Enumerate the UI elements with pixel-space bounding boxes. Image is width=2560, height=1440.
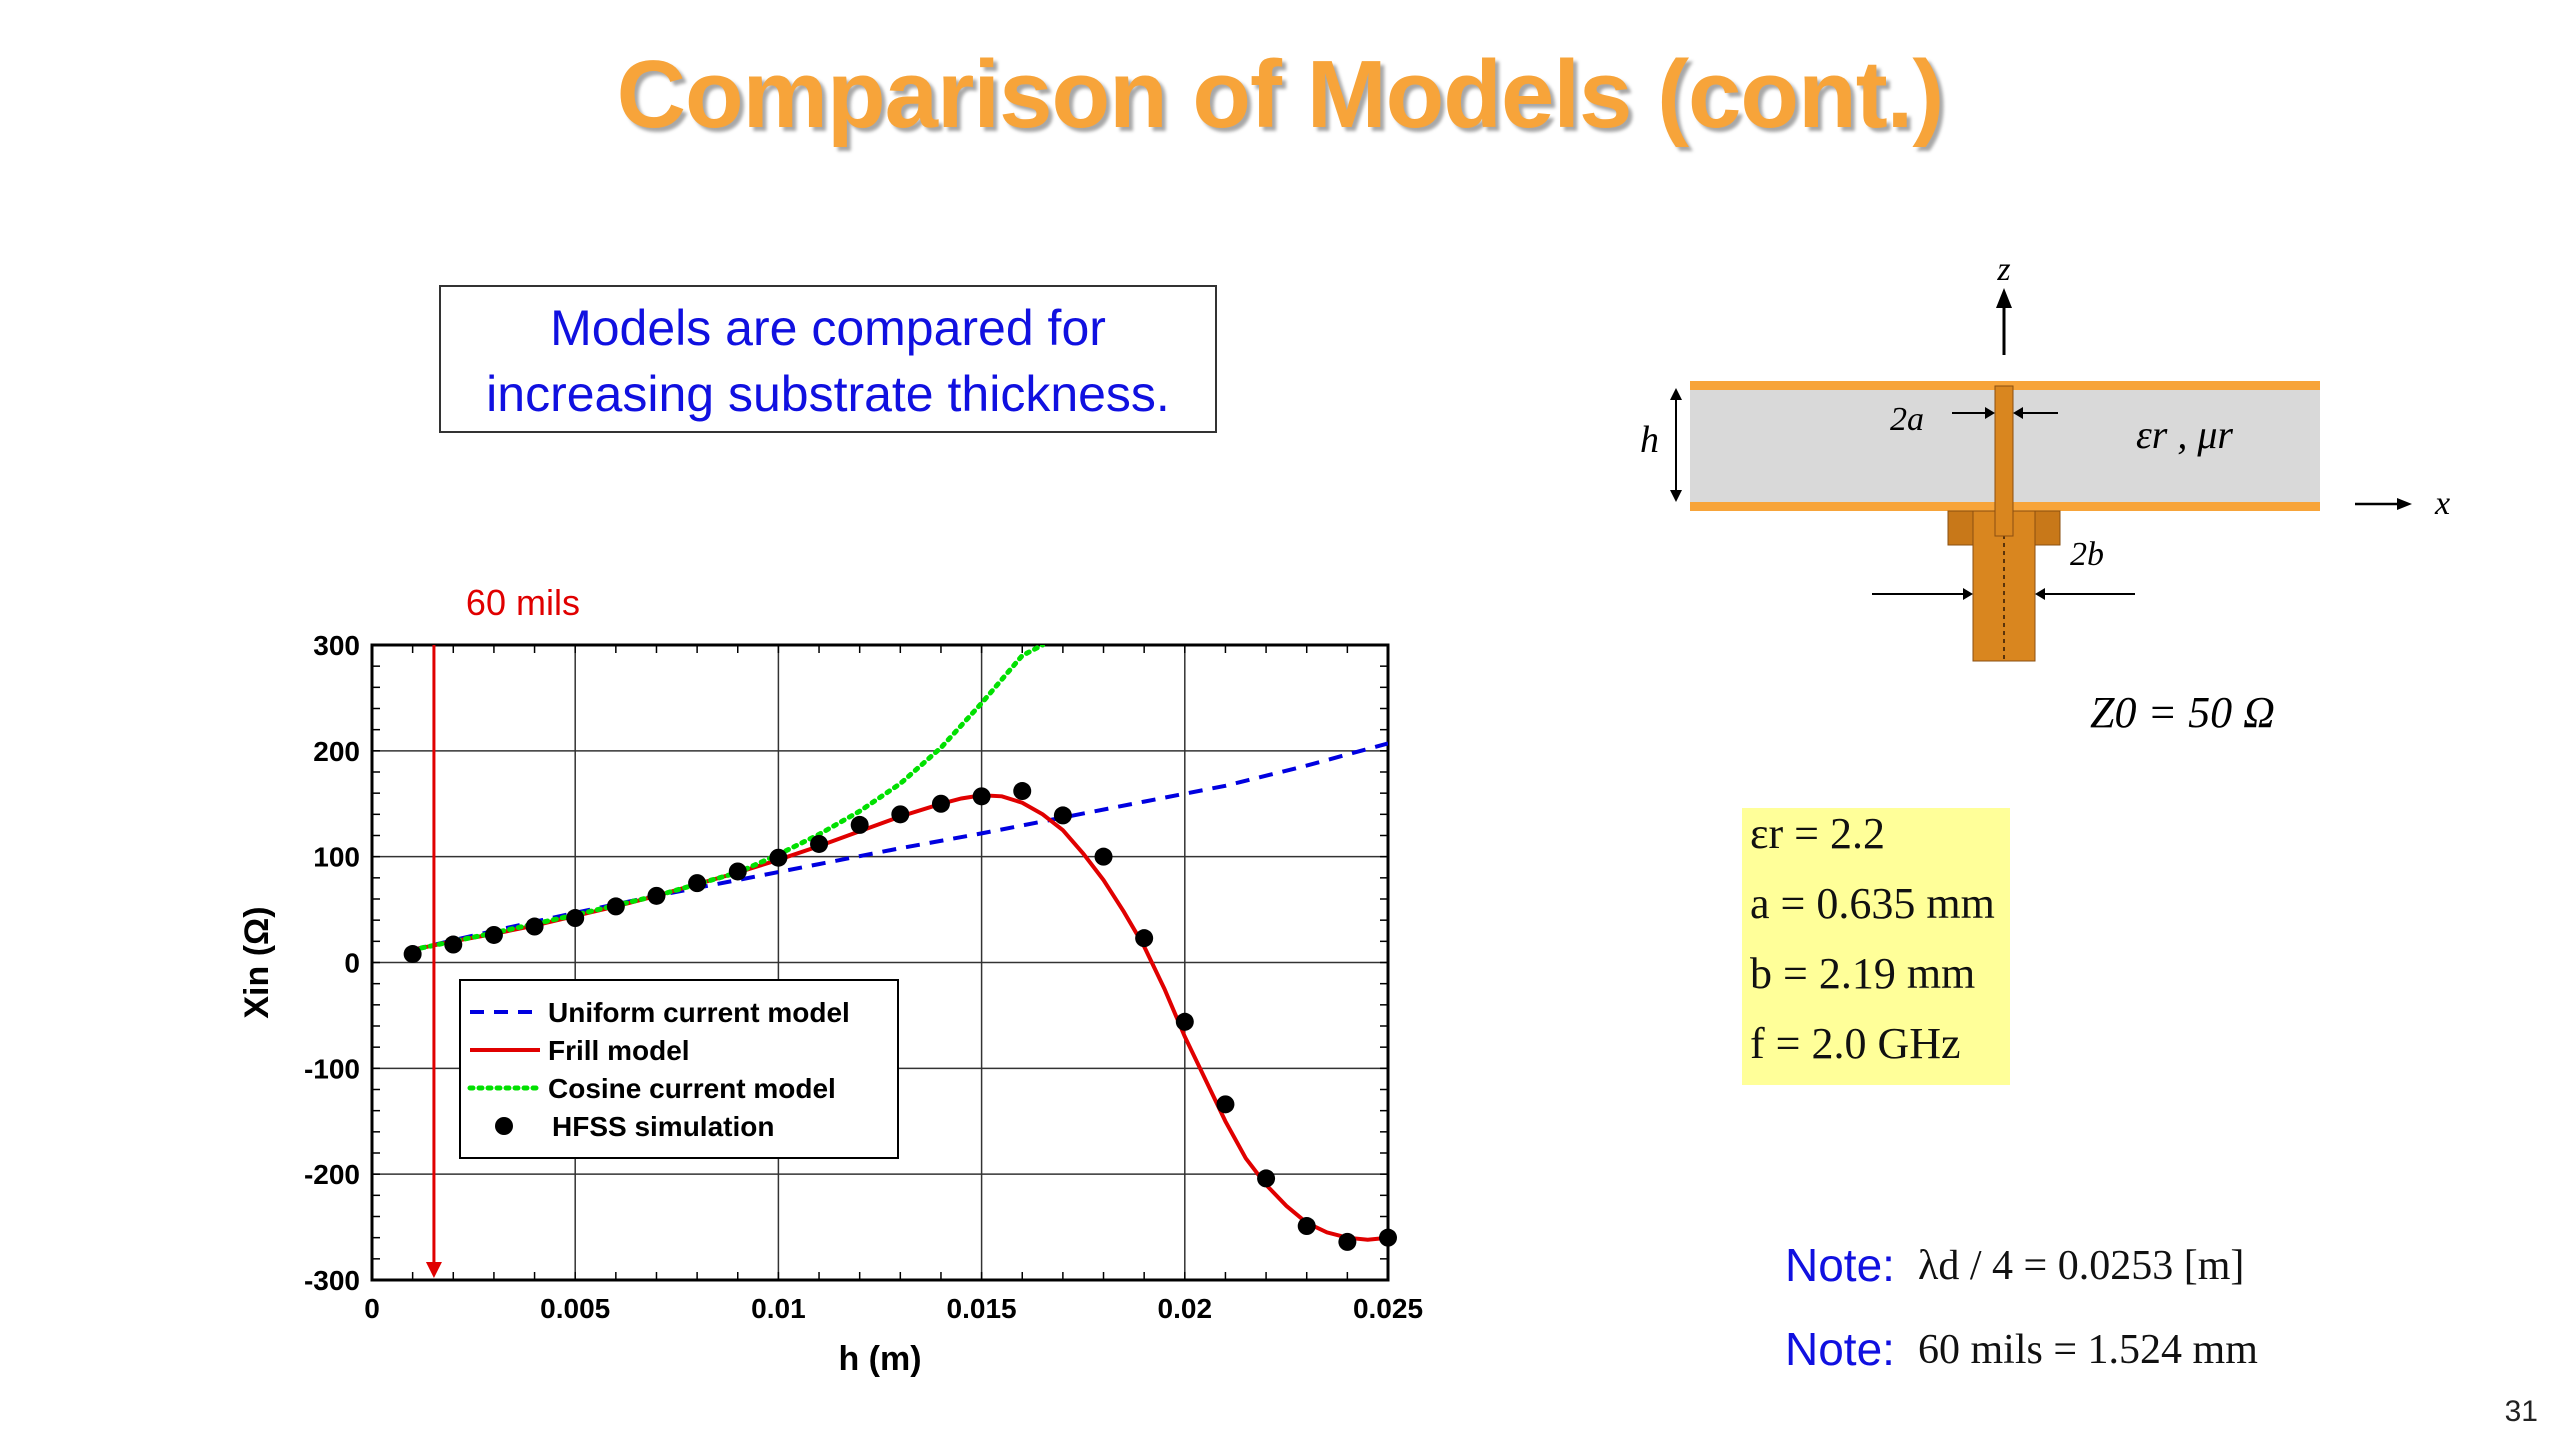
hfss-point: [1338, 1232, 1357, 1251]
y-axis-label: Xin (Ω): [238, 906, 276, 1018]
y-tick-label: 100: [313, 842, 360, 873]
hfss-point: [728, 862, 747, 881]
y-tick-label: 300: [313, 630, 360, 661]
callout-line-2: increasing substrate thickness.: [486, 366, 1170, 422]
hfss-point: [1216, 1095, 1235, 1114]
hfss-point: [1094, 847, 1113, 866]
hfss-point: [444, 935, 463, 954]
legend-box: [459, 979, 899, 1159]
marker-arrow: [425, 1262, 442, 1278]
a-arrow-right: [2013, 407, 2023, 419]
hfss-point: [931, 794, 950, 813]
y-tick-label: 0: [344, 948, 360, 979]
hfss-point: [810, 834, 829, 853]
hfss-point: [972, 787, 991, 806]
parameters-box: [1742, 808, 2010, 1085]
legend-label: HFSS simulation: [552, 1111, 774, 1142]
material-label: εr , μr: [2136, 412, 2233, 457]
legend-marker: [495, 1117, 513, 1135]
x-tick-label: 0.01: [751, 1293, 806, 1324]
hfss-point: [566, 909, 585, 928]
plot-frame: [370, 643, 1390, 1282]
z-axis-label: z: [1996, 251, 2010, 288]
b-label: 2b: [2070, 536, 2104, 573]
param-epsilon: εr = 2.2: [1750, 809, 1885, 858]
note-value-1: λd / 4 = 0.0253 [m]: [1918, 1243, 2245, 1289]
hfss-point: [688, 874, 707, 893]
hfss-point: [484, 925, 503, 944]
y-tick-label: 200: [313, 736, 360, 767]
hfss-point: [769, 848, 788, 867]
note-value-2: 60 mils = 1.524 mm: [1918, 1327, 2258, 1373]
page-number: 31: [2504, 1395, 2538, 1428]
legend-label: Frill model: [548, 1035, 690, 1066]
b-arrow-right: [2035, 588, 2045, 600]
z0-label: Z0 = 50 Ω: [2090, 688, 2275, 737]
hfss-point: [1013, 782, 1032, 801]
x-tick-label: 0.015: [947, 1293, 1017, 1324]
x-tick-label: 0.025: [1353, 1293, 1423, 1324]
h-label: h: [1640, 419, 1659, 461]
x-tick-label: 0.02: [1158, 1293, 1213, 1324]
callout-line-1: Models are compared for: [550, 300, 1106, 356]
x-tick-label: 0.005: [540, 1293, 610, 1324]
series-line-uniform-current-model: [412, 741, 1388, 952]
note-label-2: Note:: [1785, 1323, 1895, 1375]
hfss-point: [1257, 1169, 1276, 1188]
x-axis-label: x: [2434, 485, 2450, 522]
param-f: f = 2.0 GHz: [1750, 1019, 1961, 1068]
probe-feed-diagram: z x h 2a εr , μr 2b Z0 = 50 Ω: [1640, 251, 2450, 737]
hfss-point: [850, 815, 869, 834]
hfss-point: [891, 805, 910, 824]
y-tick-label: -100: [304, 1053, 360, 1084]
callout-box: Models are compared for increasing subst…: [439, 285, 1217, 433]
y-tick-label: -300: [304, 1265, 360, 1296]
a-arrow-left: [1985, 407, 1995, 419]
hfss-point: [1379, 1228, 1397, 1247]
slide-title: Comparison of Models (cont.): [616, 41, 1945, 148]
marker-label: 60 mils: [466, 582, 580, 623]
hfss-point: [1175, 1012, 1194, 1031]
h-arrow-bottom: [1670, 490, 1682, 502]
a-label: 2a: [1890, 401, 1924, 438]
hfss-point: [403, 945, 422, 964]
hfss-point: [1135, 929, 1154, 948]
x-tick-label: 0: [364, 1293, 380, 1324]
legend-label: Uniform current model: [548, 997, 850, 1028]
h-arrow-top: [1670, 388, 1682, 400]
x-axis-label: h (m): [838, 1340, 921, 1378]
b-arrow-left: [1963, 588, 1973, 600]
z-axis-arrow: [1996, 288, 2012, 308]
legend-label: Cosine current model: [548, 1073, 836, 1104]
param-b: b = 2.19 mm: [1750, 949, 1976, 998]
hfss-point: [1297, 1217, 1316, 1236]
param-a: a = 0.635 mm: [1750, 879, 1995, 928]
series-line-cosine-current-model: [410, 645, 1046, 953]
y-tick-label: -200: [304, 1159, 360, 1190]
hfss-point: [606, 897, 625, 916]
x-axis-arrow: [2397, 498, 2412, 510]
hfss-point: [525, 917, 544, 936]
note-label-1: Note:: [1785, 1239, 1895, 1291]
probe-pin: [1994, 385, 2014, 537]
hfss-point: [1053, 806, 1072, 825]
hfss-point: [647, 886, 666, 905]
